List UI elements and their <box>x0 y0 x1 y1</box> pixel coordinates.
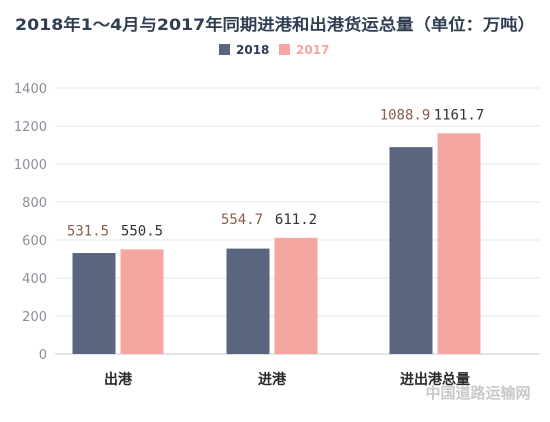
data-labels: 531.5 550.5 554.7 611.2 1088.9 1161.7 <box>67 107 484 239</box>
y-tick-label-800: 800 <box>22 196 47 211</box>
data-label-2018-0: 531.5 <box>67 223 109 239</box>
y-tick-label-1200: 1200 <box>14 120 47 135</box>
y-tick-label-600: 600 <box>22 234 47 249</box>
bar-2017-1 <box>274 237 318 354</box>
data-label-2017-2: 1161.7 <box>434 107 485 123</box>
x-category-label-0: 出港 <box>104 371 133 388</box>
x-axis: 出港 进港 进出港总量 <box>104 371 470 388</box>
y-tick-label-0: 0 <box>39 348 47 363</box>
y-tick-label-400: 400 <box>22 272 47 287</box>
chart-title: 2018年1～4月与2017年同期进港和出港货运总量（单位：万吨） <box>15 15 535 34</box>
x-category-label-1: 进港 <box>258 371 287 388</box>
y-axis: 0 200 400 600 800 1000 1200 1400 <box>14 82 47 363</box>
legend-swatch-2017 <box>279 44 290 55</box>
data-label-2018-1: 554.7 <box>221 212 263 228</box>
legend-label-2018: 2018 <box>236 43 269 57</box>
y-tick-label-200: 200 <box>22 310 47 325</box>
watermark-text: 中国道路运输网 <box>425 384 530 402</box>
bar-2018-1 <box>226 248 270 354</box>
x-category-label-2: 进出港总量 <box>400 371 470 388</box>
legend-swatch-2018 <box>219 44 230 55</box>
bar-2018-0 <box>72 253 116 354</box>
data-label-2017-1: 611.2 <box>275 212 317 228</box>
bars <box>72 133 481 354</box>
y-tick-label-1400: 1400 <box>14 82 47 97</box>
bar-2017-0 <box>120 249 164 354</box>
y-tick-label-1000: 1000 <box>14 158 47 173</box>
bar-2017-2 <box>437 133 481 354</box>
legend-label-2017: 2017 <box>296 43 329 57</box>
data-label-2017-0: 550.5 <box>121 223 163 239</box>
data-label-2018-2: 1088.9 <box>380 107 431 123</box>
bar-2018-2 <box>389 147 433 354</box>
legend: 2018 2017 <box>219 43 329 57</box>
